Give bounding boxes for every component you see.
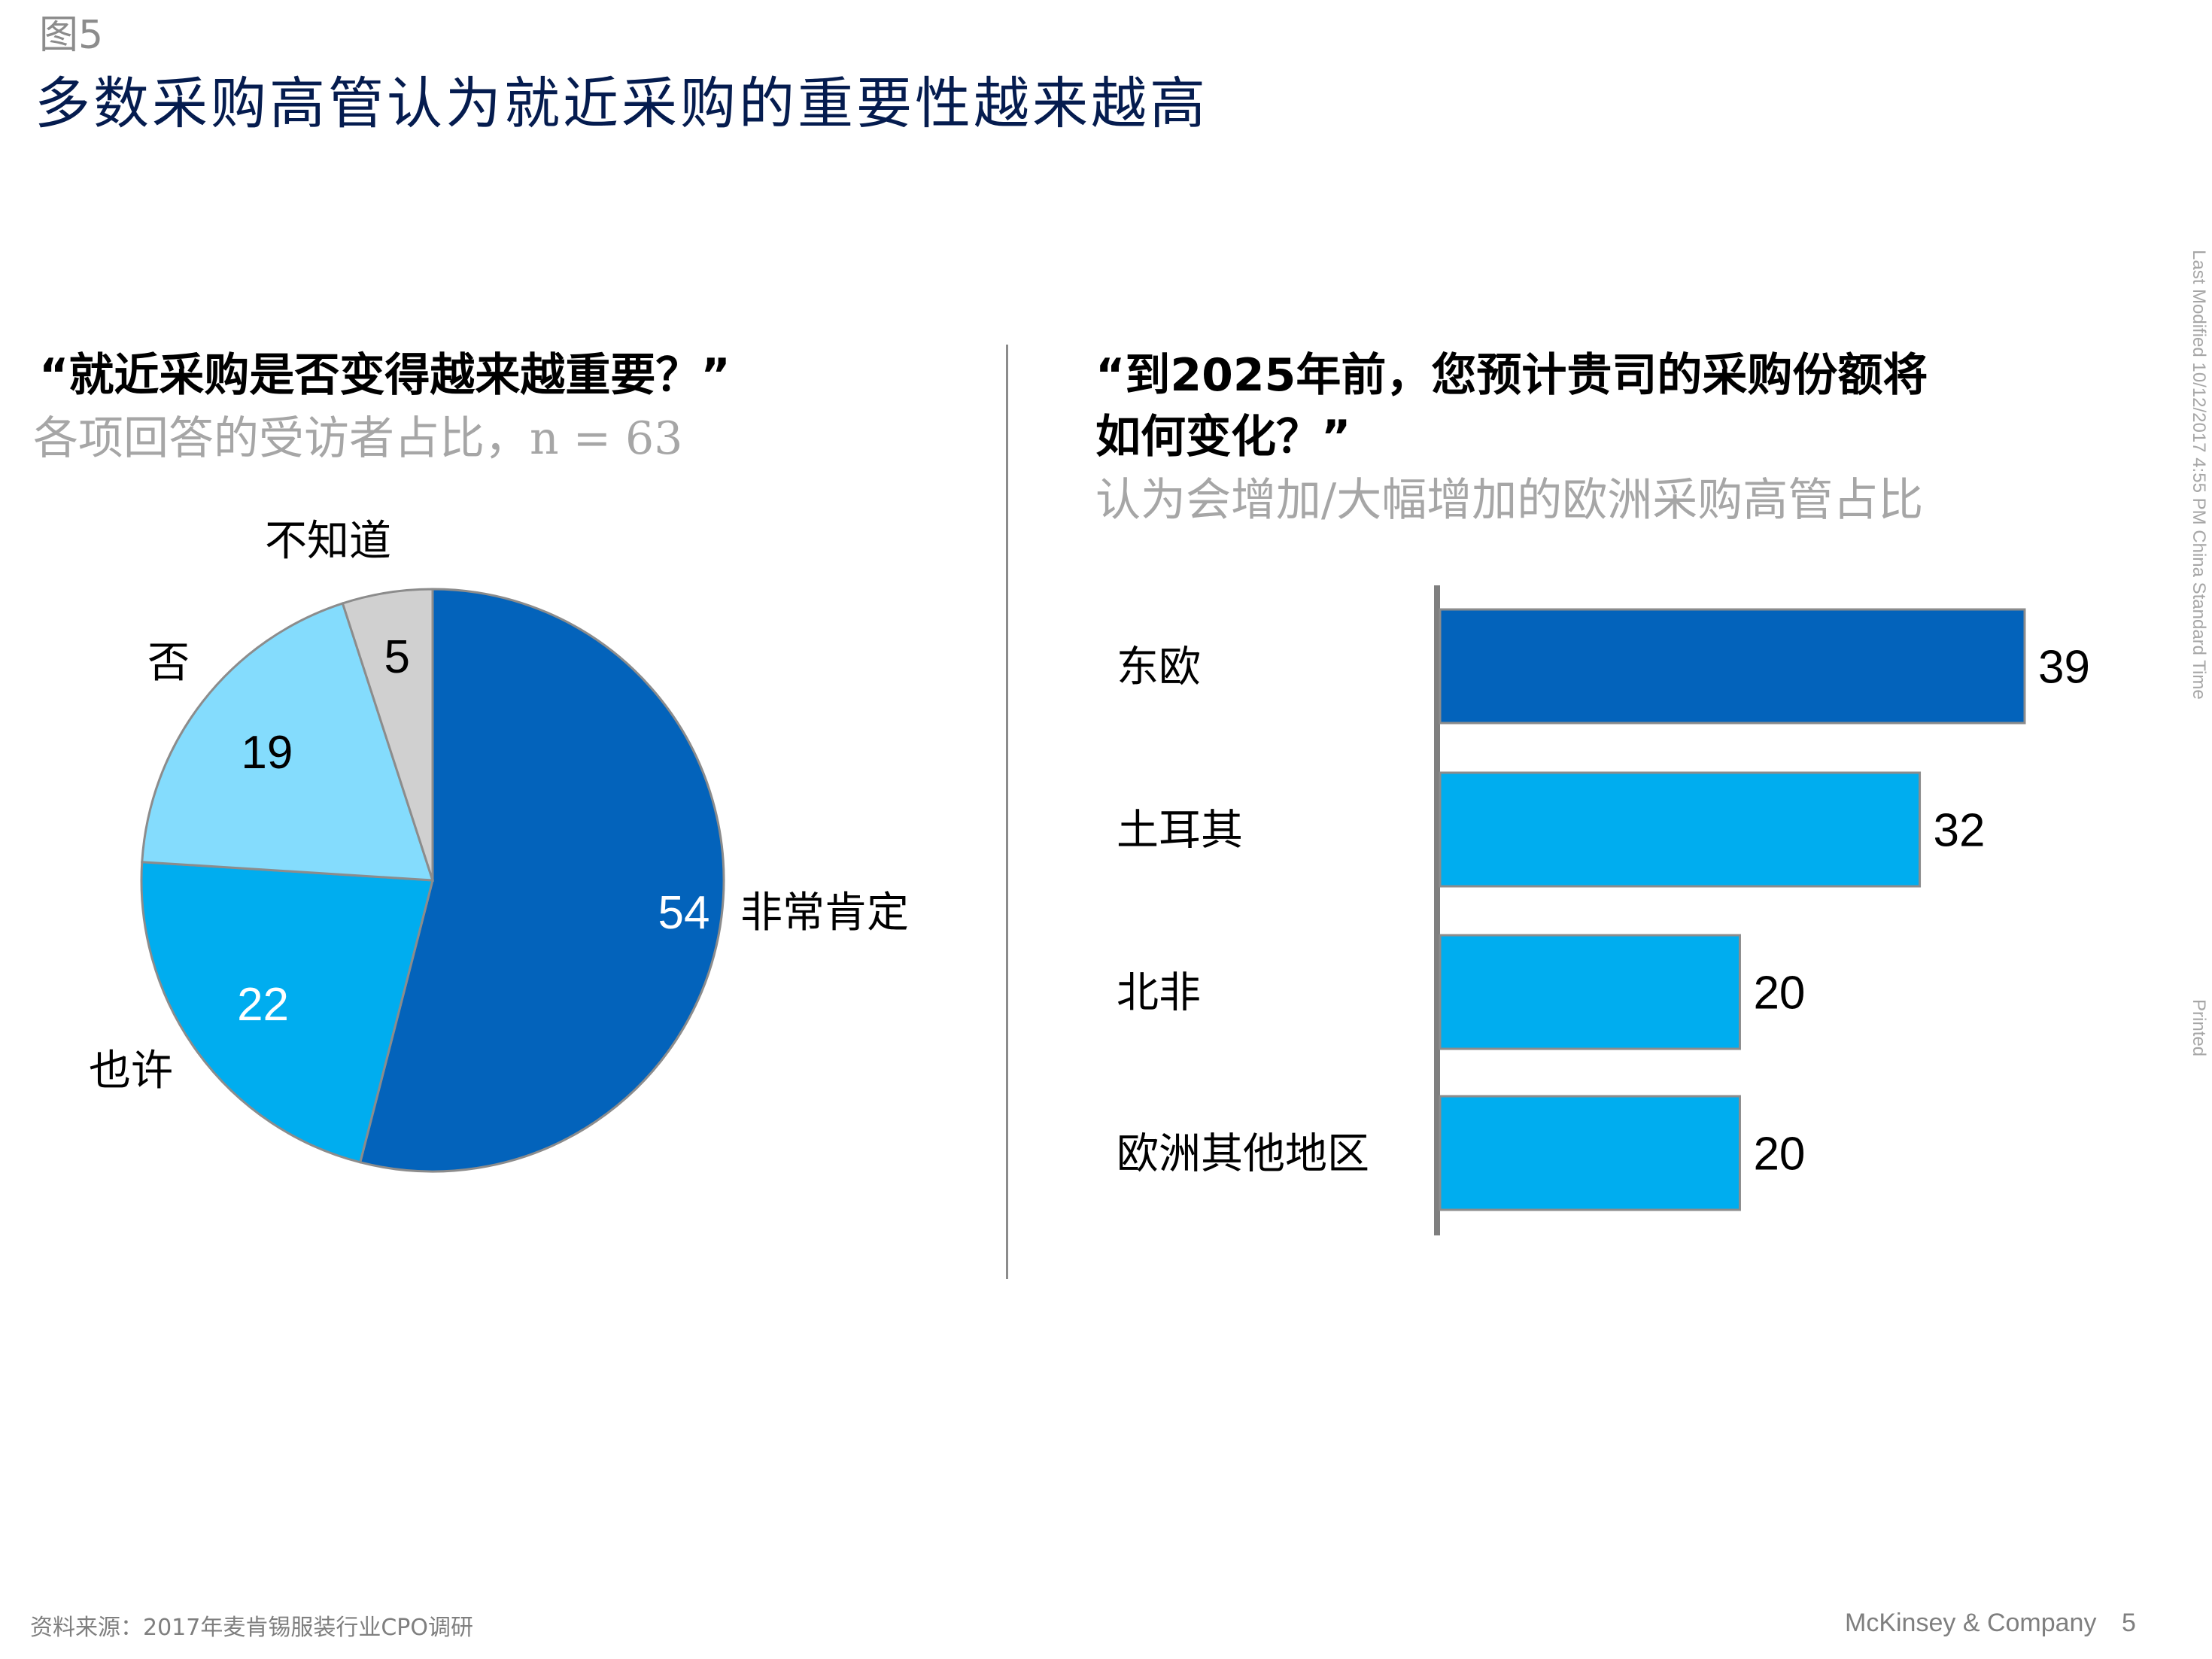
- footer-brand: McKinsey & Company: [1845, 1609, 2097, 1637]
- bar-value-label: 39: [2038, 642, 2090, 694]
- bar-category-label: 东欧: [1117, 643, 1201, 692]
- source-note: 资料来源：2017年麦肯锡服装行业CPO调研: [30, 1615, 473, 1641]
- bar: [1439, 608, 2026, 725]
- pie-category-label: 否: [147, 639, 190, 688]
- figure-label: 图5: [39, 13, 104, 58]
- pie-value-label: 19: [241, 727, 293, 779]
- pie-slice: [141, 602, 435, 882]
- bar-question-line-1: “到2025年前，您预计贵司的采购份额将: [1095, 349, 1928, 402]
- bar-question-line-2: 如何变化？”: [1095, 411, 1351, 463]
- pie-value-label: 5: [384, 631, 410, 683]
- bar: [1439, 934, 1741, 1050]
- pie-value-label: 54: [658, 887, 710, 939]
- bar-value-label: 20: [1753, 1129, 1805, 1180]
- bar-chart: 39 东欧 32 土耳其 20 北非 20 欧洲其他地区: [1117, 585, 2090, 1235]
- last-modified-note: Last Modified 10/12/2017 4:55 PM China S…: [2189, 250, 2209, 700]
- bar-category-label: 欧洲其他地区: [1117, 1130, 1369, 1179]
- page-title: 多数采购高管认为就近采购的重要性越来越高: [35, 71, 1208, 136]
- bar-subtitle: 认为会增加/大幅增加的欧洲采购高管占比: [1095, 474, 1924, 527]
- page-number: 5: [2122, 1609, 2136, 1637]
- bar-question: “到2025年前，您预计贵司的采购份额将 如何变化？”: [1095, 345, 2074, 468]
- pie-subtitle: 各项回答的受访者占比，n = 63: [33, 412, 683, 465]
- panel-divider: [1006, 345, 1008, 1279]
- pie-slice: [358, 588, 725, 1173]
- bar-value-label: 20: [1753, 968, 1805, 1019]
- pie-category-label: 不知道: [265, 517, 391, 566]
- bar: [1439, 1095, 1741, 1211]
- pie-slice: [341, 588, 434, 881]
- pie-chart: 54 非常肯定 22 也许 19 否 5 不知道: [89, 517, 909, 1173]
- pie-question: “就近采购是否变得越来越重要？”: [39, 349, 731, 402]
- pie-category-label: 也许: [89, 1047, 173, 1095]
- pie-value-label: 22: [237, 979, 289, 1031]
- bar-category-label: 北非: [1117, 969, 1201, 1018]
- bar: [1439, 771, 1922, 888]
- pie-category-label: 非常肯定: [740, 889, 909, 937]
- bar-category-label: 土耳其: [1117, 807, 1243, 855]
- bar-value-label: 32: [1934, 805, 1986, 857]
- pie-slice: [140, 861, 434, 1164]
